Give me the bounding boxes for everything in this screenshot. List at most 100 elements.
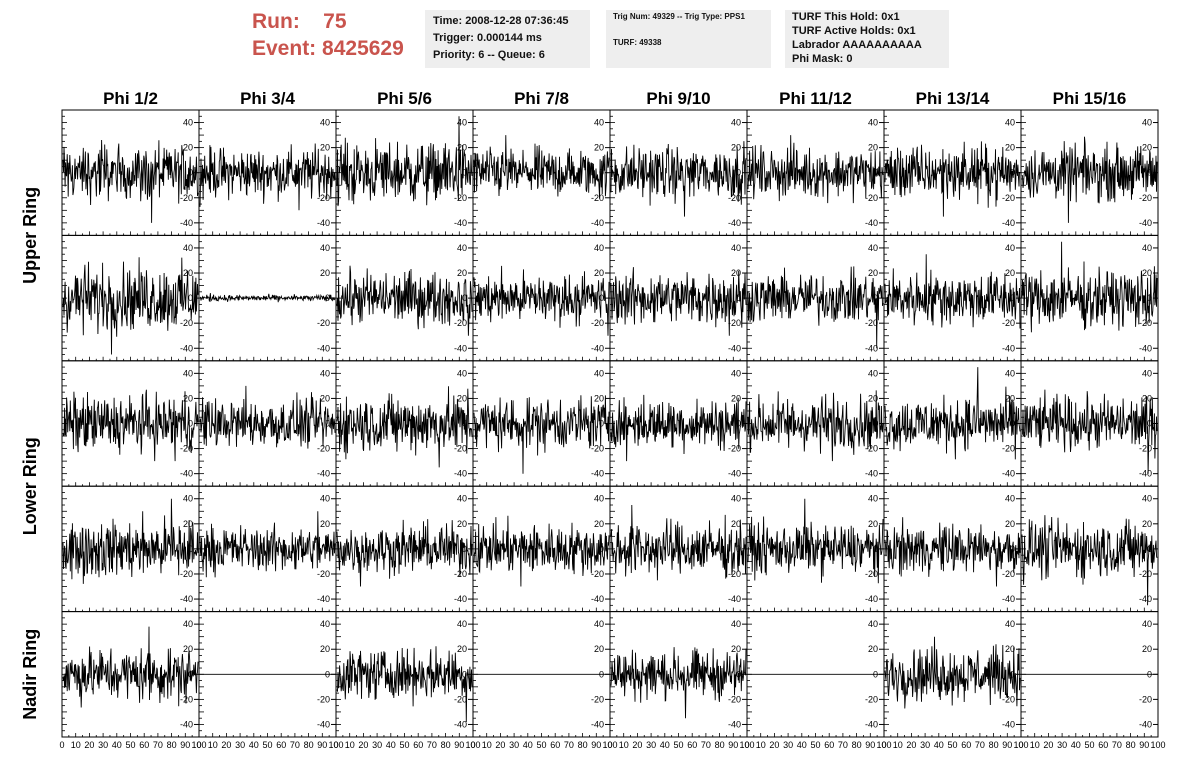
y-tick-label: 20 xyxy=(320,644,330,654)
x-tick-label: 30 xyxy=(235,740,245,750)
x-tick-label: 20 xyxy=(769,740,779,750)
y-tick-label: -20 xyxy=(865,569,878,579)
x-tick-label: 80 xyxy=(304,740,314,750)
y-tick-label: 20 xyxy=(1142,519,1152,529)
y-tick-label: -20 xyxy=(591,694,604,704)
turf-active-text: TURF Active Holds: 0x1 xyxy=(792,25,916,37)
x-tick-label: 70 xyxy=(564,740,574,750)
y-tick-label: 20 xyxy=(594,268,604,278)
y-tick-label: 40 xyxy=(1142,368,1152,378)
waveform-trace xyxy=(1021,389,1158,474)
waveform-trace xyxy=(610,504,747,581)
y-tick-label: 40 xyxy=(457,368,467,378)
y-tick-label: -20 xyxy=(728,569,741,579)
x-tick-label: 60 xyxy=(687,740,697,750)
x-tick-label: 20 xyxy=(1043,740,1053,750)
y-tick-label: -40 xyxy=(1139,594,1152,604)
y-tick-label: -20 xyxy=(454,569,467,579)
x-tick-label: 100 xyxy=(1150,740,1165,750)
waveform-trace xyxy=(62,626,199,708)
y-tick-label: -40 xyxy=(317,719,330,729)
y-tick-label: 20 xyxy=(868,143,878,153)
y-tick-label: 40 xyxy=(1142,619,1152,629)
x-tick-label: 90 xyxy=(317,740,327,750)
waveform-trace xyxy=(610,394,747,462)
waveform-trace xyxy=(336,265,473,336)
column-title: Phi 13/14 xyxy=(916,89,990,108)
y-tick-label: -20 xyxy=(865,193,878,203)
y-tick-label: -40 xyxy=(317,594,330,604)
waveform-trace xyxy=(473,265,610,336)
y-tick-label: 40 xyxy=(1005,619,1015,629)
y-tick-label: -40 xyxy=(1002,218,1015,228)
y-tick-label: 40 xyxy=(868,494,878,504)
x-tick-label: 30 xyxy=(920,740,930,750)
y-tick-label: 20 xyxy=(868,644,878,654)
y-tick-label: 40 xyxy=(320,619,330,629)
y-tick-label: 40 xyxy=(594,243,604,253)
y-tick-label: 40 xyxy=(868,368,878,378)
y-tick-label: -20 xyxy=(591,569,604,579)
y-tick-label: 40 xyxy=(320,118,330,128)
y-tick-label: -40 xyxy=(1002,343,1015,353)
x-tick-label: 60 xyxy=(824,740,834,750)
x-tick-label: 30 xyxy=(509,740,519,750)
y-tick-label: -20 xyxy=(728,318,741,328)
row-title: Nadir Ring xyxy=(20,629,40,720)
y-tick-label: -40 xyxy=(591,218,604,228)
labrador-text: Labrador AAAAAAAAAA xyxy=(792,39,922,51)
y-tick-label: 40 xyxy=(868,619,878,629)
y-tick-label: 40 xyxy=(183,368,193,378)
y-tick-label: -20 xyxy=(1002,444,1015,454)
x-tick-label: 100 xyxy=(1013,740,1028,750)
column-title: Phi 15/16 xyxy=(1053,89,1127,108)
y-tick-label: 0 xyxy=(599,544,604,554)
x-tick-label: 100 xyxy=(876,740,891,750)
y-tick-label: -20 xyxy=(317,318,330,328)
y-tick-label: 40 xyxy=(183,494,193,504)
waveform-trace xyxy=(747,390,884,462)
waveform-trace xyxy=(1021,136,1158,223)
time-text: Time: 2008-12-28 07:36:45 xyxy=(433,15,569,27)
waveform-trace xyxy=(199,293,336,303)
y-tick-label: 40 xyxy=(1005,243,1015,253)
x-tick-label: 0 xyxy=(607,740,612,750)
x-tick-label: 20 xyxy=(632,740,642,750)
y-tick-label: -40 xyxy=(728,469,741,479)
x-tick-label: 100 xyxy=(328,740,343,750)
y-tick-label: -20 xyxy=(591,193,604,203)
x-tick-label: 90 xyxy=(1002,740,1012,750)
waveform-trace xyxy=(199,511,336,578)
y-tick-label: -20 xyxy=(1002,318,1015,328)
y-tick-label: 0 xyxy=(599,293,604,303)
y-tick-label: -40 xyxy=(865,218,878,228)
y-tick-label: 20 xyxy=(183,393,193,403)
x-tick-label: 70 xyxy=(701,740,711,750)
y-tick-label: -40 xyxy=(180,719,193,729)
y-tick-label: 20 xyxy=(731,143,741,153)
trigger-text: Trigger: 0.000144 ms xyxy=(433,32,542,44)
y-tick-label: 20 xyxy=(594,143,604,153)
x-tick-label: 0 xyxy=(59,740,64,750)
y-tick-label: -20 xyxy=(180,569,193,579)
waveform-trace xyxy=(62,389,199,462)
x-tick-label: 50 xyxy=(399,740,409,750)
x-tick-label: 20 xyxy=(84,740,94,750)
y-tick-label: -20 xyxy=(180,318,193,328)
y-tick-label: -20 xyxy=(454,193,467,203)
x-tick-label: 70 xyxy=(1112,740,1122,750)
y-tick-label: -20 xyxy=(865,444,878,454)
event-value: 8425629 xyxy=(322,37,404,60)
y-tick-label: 0 xyxy=(462,168,467,178)
y-tick-label: 20 xyxy=(594,644,604,654)
waveform-trace xyxy=(473,395,610,474)
